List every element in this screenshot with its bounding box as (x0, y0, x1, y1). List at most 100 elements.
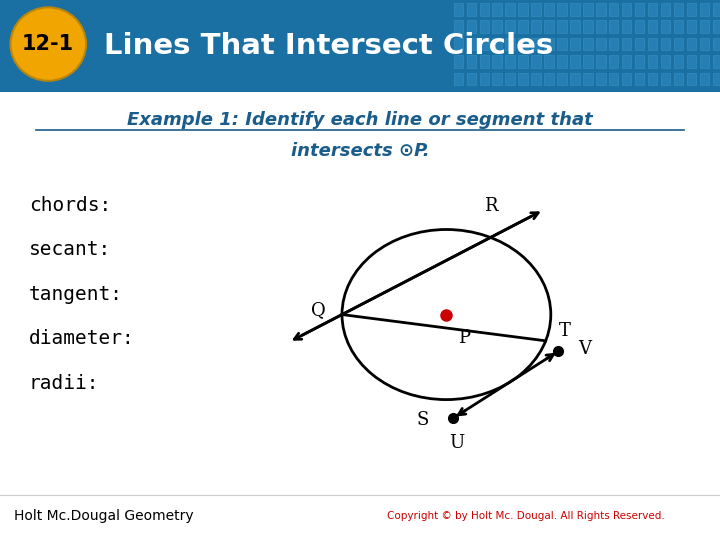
Text: chords:: chords: (29, 195, 111, 215)
Bar (557, 55, 567, 68)
Bar (713, 72, 720, 85)
Text: secant:: secant: (29, 240, 111, 259)
Bar (713, 38, 720, 51)
Text: U: U (449, 434, 464, 452)
Bar (557, 38, 567, 51)
Bar (674, 20, 683, 33)
Bar (467, 3, 476, 16)
Bar (480, 38, 489, 51)
Bar (570, 20, 580, 33)
Bar (635, 55, 644, 68)
Bar (713, 20, 720, 33)
Bar (609, 3, 618, 16)
Bar (492, 38, 502, 51)
Bar (674, 38, 683, 51)
Bar (518, 3, 528, 16)
Bar (454, 20, 463, 33)
Bar (531, 20, 541, 33)
Bar (467, 55, 476, 68)
Text: tangent:: tangent: (29, 285, 123, 304)
Bar (648, 38, 657, 51)
Bar (570, 38, 580, 51)
Text: Copyright © by Holt Mc. Dougal. All Rights Reserved.: Copyright © by Holt Mc. Dougal. All Righ… (387, 511, 665, 521)
Bar (713, 3, 720, 16)
Text: Lines That Intersect Circles: Lines That Intersect Circles (104, 32, 554, 60)
Bar (713, 55, 720, 68)
Bar (635, 3, 644, 16)
Text: T: T (559, 322, 570, 340)
Text: P: P (458, 329, 470, 347)
Bar (700, 72, 709, 85)
Text: Example 1: Identify each line or segment that: Example 1: Identify each line or segment… (127, 111, 593, 129)
Bar (700, 55, 709, 68)
Text: 12-1: 12-1 (22, 34, 74, 54)
Bar (635, 72, 644, 85)
Bar (454, 55, 463, 68)
Bar (531, 3, 541, 16)
Bar (454, 3, 463, 16)
Bar (467, 20, 476, 33)
Text: radii:: radii: (29, 374, 99, 393)
Bar (518, 55, 528, 68)
Bar (531, 72, 541, 85)
Bar (596, 72, 606, 85)
Bar (570, 72, 580, 85)
Bar (557, 3, 567, 16)
Bar (609, 55, 618, 68)
Bar (609, 38, 618, 51)
Bar (557, 20, 567, 33)
Bar (583, 55, 593, 68)
Bar (544, 72, 554, 85)
Bar (661, 38, 670, 51)
Bar (557, 72, 567, 85)
Bar (700, 3, 709, 16)
Bar (622, 72, 631, 85)
Bar (518, 38, 528, 51)
Bar (467, 38, 476, 51)
Bar (518, 72, 528, 85)
Bar (583, 72, 593, 85)
Text: R: R (484, 197, 498, 215)
Bar (531, 38, 541, 51)
Bar (544, 38, 554, 51)
Bar (480, 20, 489, 33)
Bar (544, 3, 554, 16)
Bar (583, 3, 593, 16)
Bar (622, 38, 631, 51)
Bar (635, 38, 644, 51)
Bar (687, 38, 696, 51)
Bar (622, 20, 631, 33)
Bar (596, 3, 606, 16)
Bar (687, 72, 696, 85)
Bar (661, 20, 670, 33)
Bar (505, 20, 515, 33)
Bar (648, 72, 657, 85)
Bar (544, 55, 554, 68)
Bar (454, 38, 463, 51)
Bar (661, 55, 670, 68)
Bar (544, 20, 554, 33)
Bar (480, 3, 489, 16)
Text: Q: Q (312, 301, 326, 320)
Text: S: S (417, 411, 429, 429)
Bar (480, 55, 489, 68)
Bar (674, 3, 683, 16)
Bar (505, 38, 515, 51)
Text: Holt Mc.Dougal Geometry: Holt Mc.Dougal Geometry (14, 509, 194, 523)
Bar (492, 55, 502, 68)
Bar (674, 72, 683, 85)
Text: V: V (578, 340, 592, 358)
Text: diameter:: diameter: (29, 329, 135, 348)
Bar (635, 20, 644, 33)
Ellipse shape (11, 8, 86, 81)
Bar (700, 38, 709, 51)
Bar (596, 38, 606, 51)
Bar (648, 55, 657, 68)
Bar (609, 72, 618, 85)
Bar (648, 20, 657, 33)
Bar (661, 72, 670, 85)
Bar (622, 3, 631, 16)
Bar (596, 55, 606, 68)
Bar (687, 20, 696, 33)
Bar (518, 20, 528, 33)
